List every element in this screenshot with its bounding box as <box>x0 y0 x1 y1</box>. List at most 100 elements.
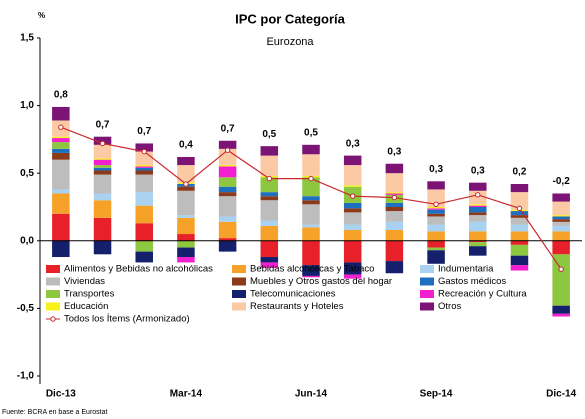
bar-segment <box>93 170 112 175</box>
line-marker <box>224 147 231 153</box>
bar-segment <box>302 227 320 241</box>
data-label: 0,3 <box>387 146 401 157</box>
legend-label: Transportes <box>64 289 115 300</box>
bar-segment <box>510 192 529 210</box>
y-tick-label: -0,5 <box>17 303 35 314</box>
bar-segment <box>385 202 404 207</box>
bar-segment <box>302 224 320 228</box>
bar-segment <box>135 167 153 171</box>
bar-segment <box>469 182 487 191</box>
bar-segment <box>385 211 404 222</box>
bar-segment <box>427 213 445 217</box>
source: Fuente: BCRA en base a Eurostat <box>2 409 108 416</box>
bar-segment <box>343 212 362 225</box>
bar-segment <box>510 224 529 232</box>
bar-segment <box>302 240 320 266</box>
bar-segment <box>469 215 487 222</box>
bar-segment <box>260 177 279 193</box>
bar-segment <box>260 155 279 176</box>
bar-segment <box>343 185 362 187</box>
bar-segment <box>469 240 487 243</box>
y-unit: % <box>38 11 45 20</box>
bar-segment <box>510 215 529 218</box>
bar-segment <box>218 221 237 239</box>
bar-segment <box>52 106 70 121</box>
bar-segment <box>510 255 529 266</box>
bar-segment <box>260 240 279 258</box>
line-marker <box>558 266 564 272</box>
bar-segment <box>302 265 320 276</box>
bar-segment <box>343 262 362 275</box>
bar-segment <box>218 177 237 187</box>
y-tick-label: 1,5 <box>20 33 34 44</box>
bar-segment <box>135 165 153 167</box>
bar-segment <box>427 207 445 209</box>
bar-segment <box>177 165 195 183</box>
bar-segment <box>177 257 195 263</box>
legend-label: Otros <box>438 301 461 312</box>
y-tick-label: 0,5 <box>20 168 34 179</box>
bar-segment <box>302 177 320 197</box>
bar-segment <box>427 189 445 207</box>
bar-segment <box>427 250 445 264</box>
bar-segment <box>343 165 362 186</box>
legend-label: Bebidas alcohólicas y Tabaco <box>250 264 374 275</box>
x-tick-label: Sep-14 <box>420 389 453 400</box>
bar-segment <box>177 186 195 191</box>
bar-segment <box>177 190 195 216</box>
bar-segment <box>52 189 70 194</box>
data-label: 0,5 <box>262 129 276 140</box>
bar-segment <box>260 220 279 226</box>
bar-segment <box>510 265 529 271</box>
data-label: -0,2 <box>553 176 571 187</box>
bar-segment <box>52 213 70 241</box>
bar-segment <box>93 159 112 166</box>
bar-segment <box>177 215 195 218</box>
bar-segment <box>343 208 362 213</box>
bar-segment <box>93 174 112 194</box>
line-marker <box>99 140 106 147</box>
bar-segment <box>427 216 445 225</box>
line-marker <box>58 124 64 130</box>
legend-swatch <box>46 265 60 273</box>
x-tick-label: Mar-14 <box>170 389 203 400</box>
bar-segment <box>552 215 570 217</box>
bar-segment <box>93 217 112 241</box>
data-label: 0,7 <box>96 119 110 130</box>
x-tick-label: Jun-14 <box>295 389 328 400</box>
data-label: 0,2 <box>513 167 527 178</box>
bar-segment <box>260 262 279 268</box>
legend-label: Restaurants y Hoteles <box>250 301 344 312</box>
bar-segment <box>552 231 570 241</box>
bar-segment <box>218 216 237 222</box>
bar-segment <box>260 257 279 263</box>
bar-segment <box>302 196 320 201</box>
bar-segment <box>52 152 70 160</box>
bar-segment <box>218 166 237 178</box>
data-label: 0,8 <box>54 90 68 101</box>
bar-segment <box>552 305 570 314</box>
bar-segment <box>135 240 153 252</box>
bar-segment <box>52 148 70 153</box>
bar-segment <box>385 221 404 230</box>
bar-segment <box>469 205 487 207</box>
bar-segment <box>52 193 70 214</box>
bar-segment <box>52 240 70 258</box>
bar-segment <box>510 211 529 216</box>
bar-segment <box>385 163 404 174</box>
bar-segment <box>93 144 112 159</box>
bar-segment <box>343 155 362 166</box>
bar-segment <box>469 212 487 216</box>
bar-segment <box>135 170 153 175</box>
x-tick-label: Dic-14 <box>546 389 576 400</box>
bar-segment <box>510 217 529 225</box>
data-label: 0,7 <box>221 123 235 134</box>
bar-segment <box>552 313 570 317</box>
bar-segment <box>218 140 237 149</box>
bar-segment <box>93 167 112 171</box>
bar-segment <box>93 193 112 201</box>
data-label: 0,3 <box>346 138 360 149</box>
chart-subtitle: Eurozona <box>266 36 314 48</box>
legend-swatch <box>420 290 434 298</box>
